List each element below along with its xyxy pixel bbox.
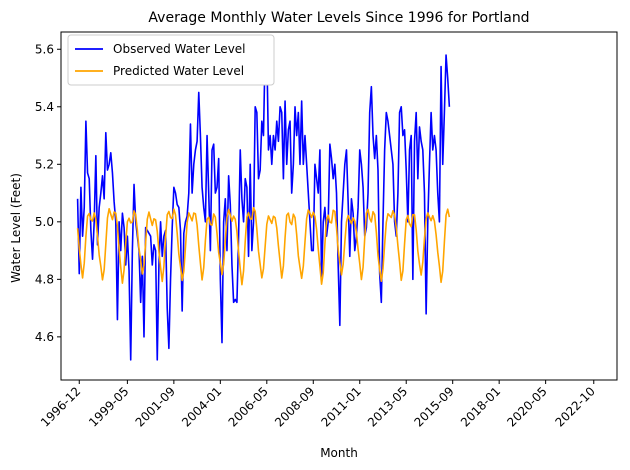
y-tick-label: 4.6 xyxy=(35,330,54,344)
series-line-observed xyxy=(76,48,451,361)
x-axis-label: Month xyxy=(320,446,358,460)
plot-frame xyxy=(60,31,618,381)
series-line-predicted xyxy=(76,206,451,286)
y-tick-label: 5.2 xyxy=(35,157,54,171)
y-tick-label: 5.0 xyxy=(35,215,54,229)
y-tick-label: 4.8 xyxy=(35,272,54,286)
y-tick-label: 5.4 xyxy=(35,100,54,114)
y-axis-label: Water Level (Feet) xyxy=(9,173,23,283)
chart-title: Average Monthly Water Levels Since 1996 … xyxy=(148,10,529,26)
legend-label-observed: Observed Water Level xyxy=(113,42,246,56)
legend-label-predicted: Predicted Water Level xyxy=(113,64,244,78)
y-tick-label: 5.6 xyxy=(35,42,54,56)
plot-area xyxy=(76,48,451,361)
y-axis: 4.6 4.8 5.0 5.2 5.4 5.6 xyxy=(35,42,61,344)
legend-box xyxy=(67,34,275,86)
legend: Observed Water Level Predicted Water Lev… xyxy=(67,34,275,86)
